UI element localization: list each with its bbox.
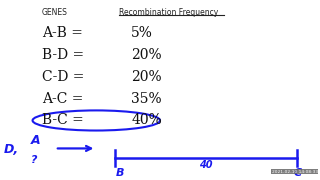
Text: ?: ? bbox=[31, 155, 37, 165]
Text: A: A bbox=[31, 134, 41, 147]
Text: D,: D, bbox=[4, 143, 19, 156]
Text: B-D =: B-D = bbox=[42, 48, 84, 62]
Text: C-D =: C-D = bbox=[42, 70, 84, 84]
Text: 35%: 35% bbox=[131, 92, 162, 106]
Text: A-C =: A-C = bbox=[42, 92, 84, 106]
Text: B-C =: B-C = bbox=[42, 113, 84, 127]
Text: B: B bbox=[116, 168, 124, 178]
Text: A-B =: A-B = bbox=[42, 26, 83, 40]
Text: C: C bbox=[293, 168, 302, 178]
Text: 2021-02-10 14:08:33: 2021-02-10 14:08:33 bbox=[272, 170, 318, 174]
Text: 20%: 20% bbox=[131, 48, 162, 62]
Text: Recombination Frequency: Recombination Frequency bbox=[119, 8, 218, 17]
Text: 20%: 20% bbox=[131, 70, 162, 84]
Text: 5%: 5% bbox=[131, 26, 153, 40]
Text: 40: 40 bbox=[199, 160, 213, 170]
Text: 40%: 40% bbox=[131, 113, 162, 127]
Text: GENES: GENES bbox=[42, 8, 68, 17]
